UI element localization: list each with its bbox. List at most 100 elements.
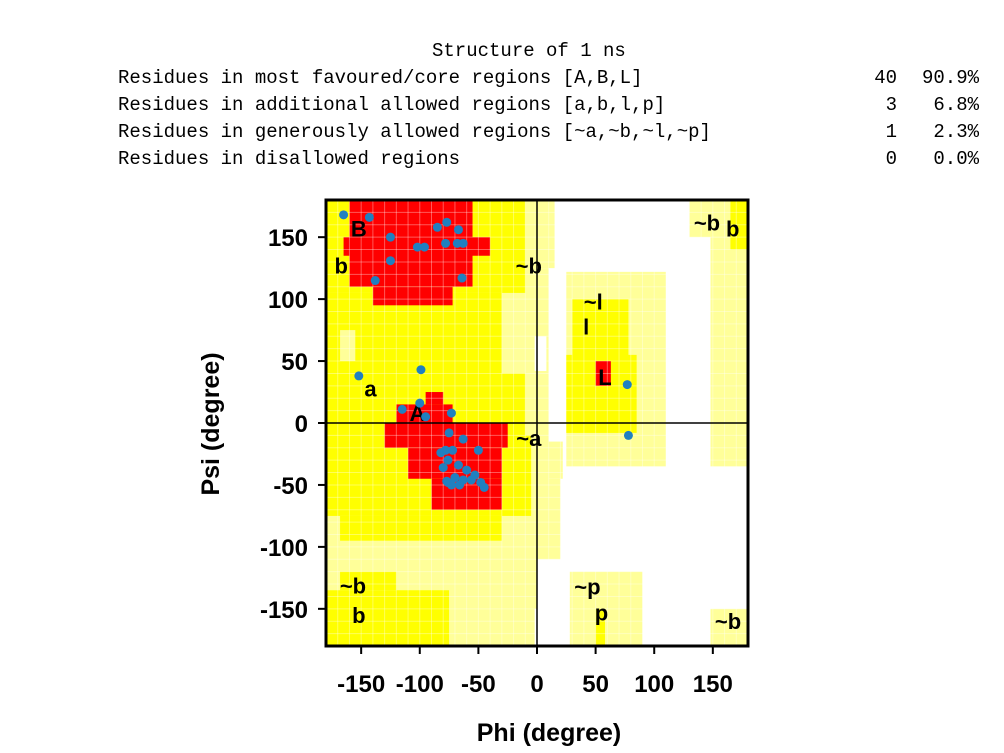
region-generous <box>534 268 549 485</box>
y-tick-label: 100 <box>268 287 308 314</box>
residue-point <box>339 210 349 220</box>
residue-point <box>622 380 632 390</box>
axis-ticks: -150 -100 -50 0 50 100 150 150 100 50 0 -50 -100 -150 <box>260 225 733 698</box>
residue-point <box>416 365 426 375</box>
summary-row-count: 3 <box>885 94 897 116</box>
y-tick-label: 150 <box>268 225 308 252</box>
region-label: b <box>726 216 739 241</box>
region-generous <box>710 237 748 467</box>
zero-axes <box>326 200 748 646</box>
residue-point <box>443 455 453 465</box>
region-generous <box>710 608 748 646</box>
residue-point <box>364 212 374 222</box>
x-tick-label: 50 <box>582 671 609 698</box>
region-core <box>425 392 444 405</box>
residue-point <box>370 276 380 286</box>
residue-point <box>385 256 395 266</box>
residue-point <box>448 445 458 455</box>
summary-row-label: Residues in disallowed regions <box>118 148 461 170</box>
summary-row-percent: 0.0% <box>933 148 979 170</box>
region-generous <box>534 200 555 269</box>
region-allowed <box>595 608 605 646</box>
residue-point <box>453 460 463 470</box>
region-generous <box>513 559 537 609</box>
summary-row-count: 40 <box>874 67 897 89</box>
region-generous <box>569 571 643 646</box>
residue-point <box>473 445 483 455</box>
y-tick-label: -100 <box>260 535 308 562</box>
region-generous <box>472 584 514 609</box>
residue-point <box>385 232 395 242</box>
chart-title: Structure of 1 ns <box>432 40 626 62</box>
region-allowed <box>326 590 450 646</box>
x-tick-label: 0 <box>530 671 543 698</box>
summary-row-label: Residues in additional allowed regions [… <box>118 94 666 116</box>
region-label: b <box>352 603 365 628</box>
residue-point <box>442 476 452 486</box>
x-axis-label: Phi (degree) <box>477 719 621 747</box>
region-disallowed <box>534 336 547 371</box>
region-allowed <box>340 571 397 591</box>
residue-point <box>466 475 476 485</box>
residue-point <box>457 273 467 283</box>
x-tick-label: 150 <box>693 671 733 698</box>
region-label: a <box>364 376 377 401</box>
x-tick-label: -50 <box>461 671 496 698</box>
region-label: ~b <box>340 573 366 598</box>
summary-row-count: 1 <box>885 121 897 143</box>
region-core <box>372 286 453 306</box>
region-label: ~p <box>574 575 600 600</box>
region-generous <box>443 608 514 646</box>
residue-point <box>455 480 465 490</box>
region-label: L <box>598 365 611 390</box>
region-generous <box>534 441 563 479</box>
residue-point <box>441 238 451 248</box>
summary-row-percent: 6.8% <box>933 94 979 116</box>
region-label: ~b <box>694 210 720 235</box>
residue-point <box>479 482 489 492</box>
residue-points <box>339 210 633 492</box>
residue-point <box>442 217 452 227</box>
x-tick-label: -100 <box>396 671 444 698</box>
region-label: p <box>595 601 608 626</box>
residue-point <box>432 222 442 232</box>
y-tick-label: 50 <box>281 349 308 376</box>
y-axis-label: Psi (degree) <box>197 352 225 495</box>
y-tick-label: -50 <box>273 473 308 500</box>
x-tick-label: -150 <box>337 671 385 698</box>
region-label: ~b <box>516 254 542 279</box>
residue-point <box>458 434 468 444</box>
region-label: ~l <box>584 290 603 315</box>
summary-row-percent: 90.9% <box>921 67 979 89</box>
region-label: ~b <box>715 609 741 634</box>
summary-row-count: 0 <box>885 148 897 170</box>
x-tick-label: 100 <box>634 671 674 698</box>
summary-row-label: Residues in most favoured/core regions [… <box>118 67 643 89</box>
region-allowed <box>730 200 748 250</box>
region-label: l <box>583 314 589 339</box>
residue-point <box>412 242 422 252</box>
residue-point <box>462 465 472 475</box>
region-label: ~a <box>516 426 542 451</box>
y-tick-label: -150 <box>260 597 308 624</box>
residue-point <box>415 398 425 408</box>
residue-point <box>438 463 448 473</box>
y-tick-label: 0 <box>295 411 308 438</box>
region-generous <box>534 478 561 560</box>
summary-row-label: Residues in generously allowed regions [… <box>118 121 711 143</box>
residue-point <box>446 408 456 418</box>
residue-point <box>397 404 407 414</box>
region-allowed <box>340 515 502 541</box>
residue-point <box>623 430 633 440</box>
residue-point <box>436 448 446 458</box>
residue-point <box>450 473 460 483</box>
region-core <box>595 361 611 386</box>
residue-point <box>453 225 463 235</box>
region-generous <box>340 330 356 362</box>
residue-point <box>421 412 431 422</box>
summary-row-percent: 2.3% <box>933 121 979 143</box>
residue-point <box>444 428 454 438</box>
residue-point <box>354 371 364 381</box>
